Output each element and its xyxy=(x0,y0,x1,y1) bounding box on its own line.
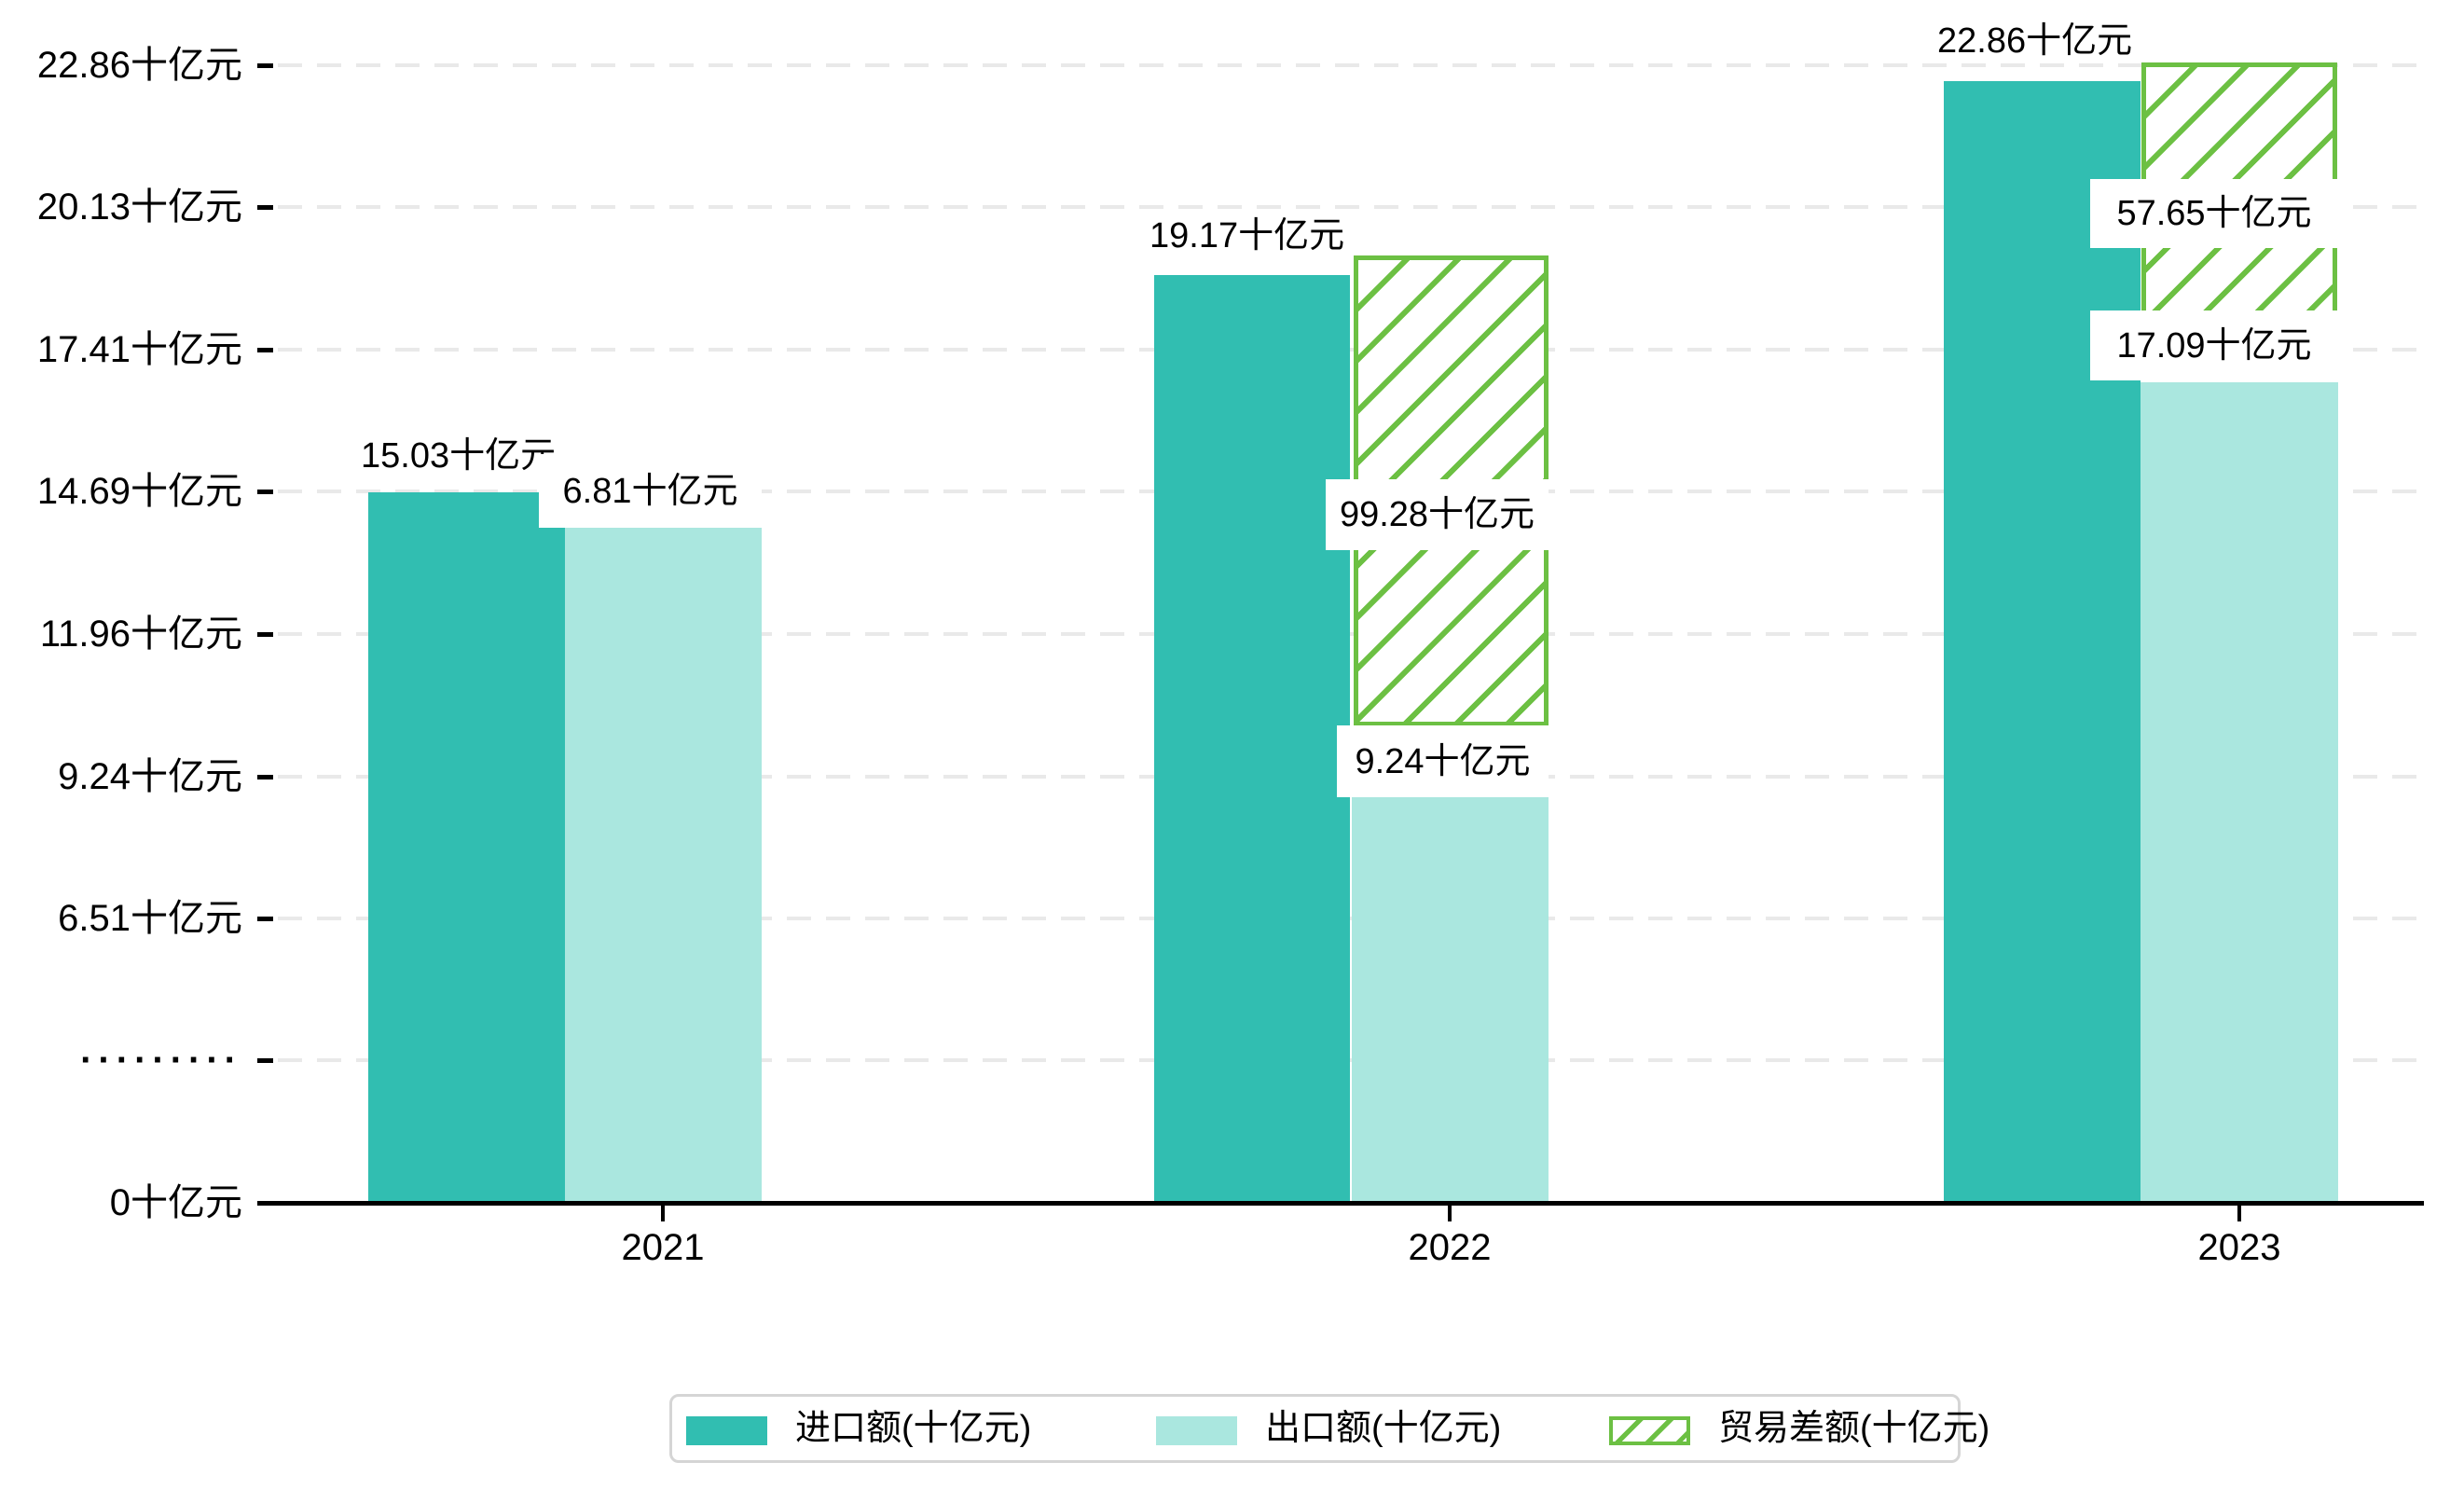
gridline xyxy=(278,632,2424,636)
y-tick xyxy=(257,490,273,494)
legend-label-balance: 贸易差额(十亿元) xyxy=(1718,1409,1990,1448)
y-tick xyxy=(257,632,273,637)
data-label-import-2023: 22.86十亿元 xyxy=(1937,21,2133,62)
x-axis-label-2023: 2023 xyxy=(2197,1227,2281,1268)
gridline xyxy=(278,1058,2424,1062)
legend-swatch-export-icon xyxy=(1156,1416,1237,1445)
bar-import-2023[interactable] xyxy=(1944,81,2141,1203)
data-label-export-2021: 6.81十亿元 xyxy=(539,454,762,528)
y-axis-label: 17.41十亿元 xyxy=(36,329,242,370)
bar-export-2023[interactable] xyxy=(2141,382,2338,1203)
gridline xyxy=(278,63,2424,67)
x-axis-line xyxy=(257,1201,2424,1206)
legend-swatch-import-icon xyxy=(686,1416,767,1445)
bar-import-2021[interactable] xyxy=(368,492,565,1203)
y-tick xyxy=(257,1058,273,1063)
y-axis-label: 22.86十亿元 xyxy=(36,45,242,86)
x-tick-2022 xyxy=(1448,1206,1452,1221)
gridline xyxy=(278,348,2424,352)
y-tick xyxy=(257,775,273,779)
legend-label-import: 进口额(十亿元) xyxy=(795,1409,1032,1448)
legend-swatch-balance-icon xyxy=(1609,1416,1690,1445)
y-tick xyxy=(257,205,273,210)
gridline xyxy=(278,205,2424,209)
legend: 进口额(十亿元) 出口额(十亿元) 贸易差额(十亿元) xyxy=(669,1394,1989,1463)
y-axis-label: 9.24十亿元 xyxy=(58,756,242,797)
y-axis-label: 11.96十亿元 xyxy=(39,614,242,655)
y-tick xyxy=(257,63,273,68)
x-tick-2023 xyxy=(2237,1206,2241,1221)
bar-import-2022[interactable] xyxy=(1154,275,1350,1203)
gridline xyxy=(278,917,2424,920)
x-tick-2021 xyxy=(661,1206,665,1221)
bar-export-2022[interactable] xyxy=(1352,797,1549,1203)
y-axis-label: 14.69十亿元 xyxy=(36,471,242,512)
data-label-balance-2022: 99.28十亿元 xyxy=(1326,479,1549,550)
data-label-import-2021: 15.03十亿元 xyxy=(361,435,557,476)
y-axis-label: 20.13十亿元 xyxy=(36,186,242,228)
data-label-balance-2023: 57.65十亿元 xyxy=(2090,179,2338,248)
data-label-export-2022: 9.24十亿元 xyxy=(1337,725,1549,797)
legend-label-export: 出口额(十亿元) xyxy=(1265,1409,1502,1448)
data-label-import-2022: 19.17十亿元 xyxy=(1149,215,1345,256)
y-tick xyxy=(257,917,273,921)
data-label-export-2023: 17.09十亿元 xyxy=(2090,310,2338,380)
x-axis-label-2022: 2022 xyxy=(1408,1227,1492,1268)
y-axis-label-zero: 0十亿元 xyxy=(109,1182,242,1223)
x-axis-label-2021: 2021 xyxy=(621,1227,705,1268)
y-tick xyxy=(257,348,273,352)
y-axis-label-dots: ········· xyxy=(80,1040,242,1081)
y-axis-label: 6.51十亿元 xyxy=(58,898,242,939)
bar-export-2021[interactable] xyxy=(565,528,762,1203)
